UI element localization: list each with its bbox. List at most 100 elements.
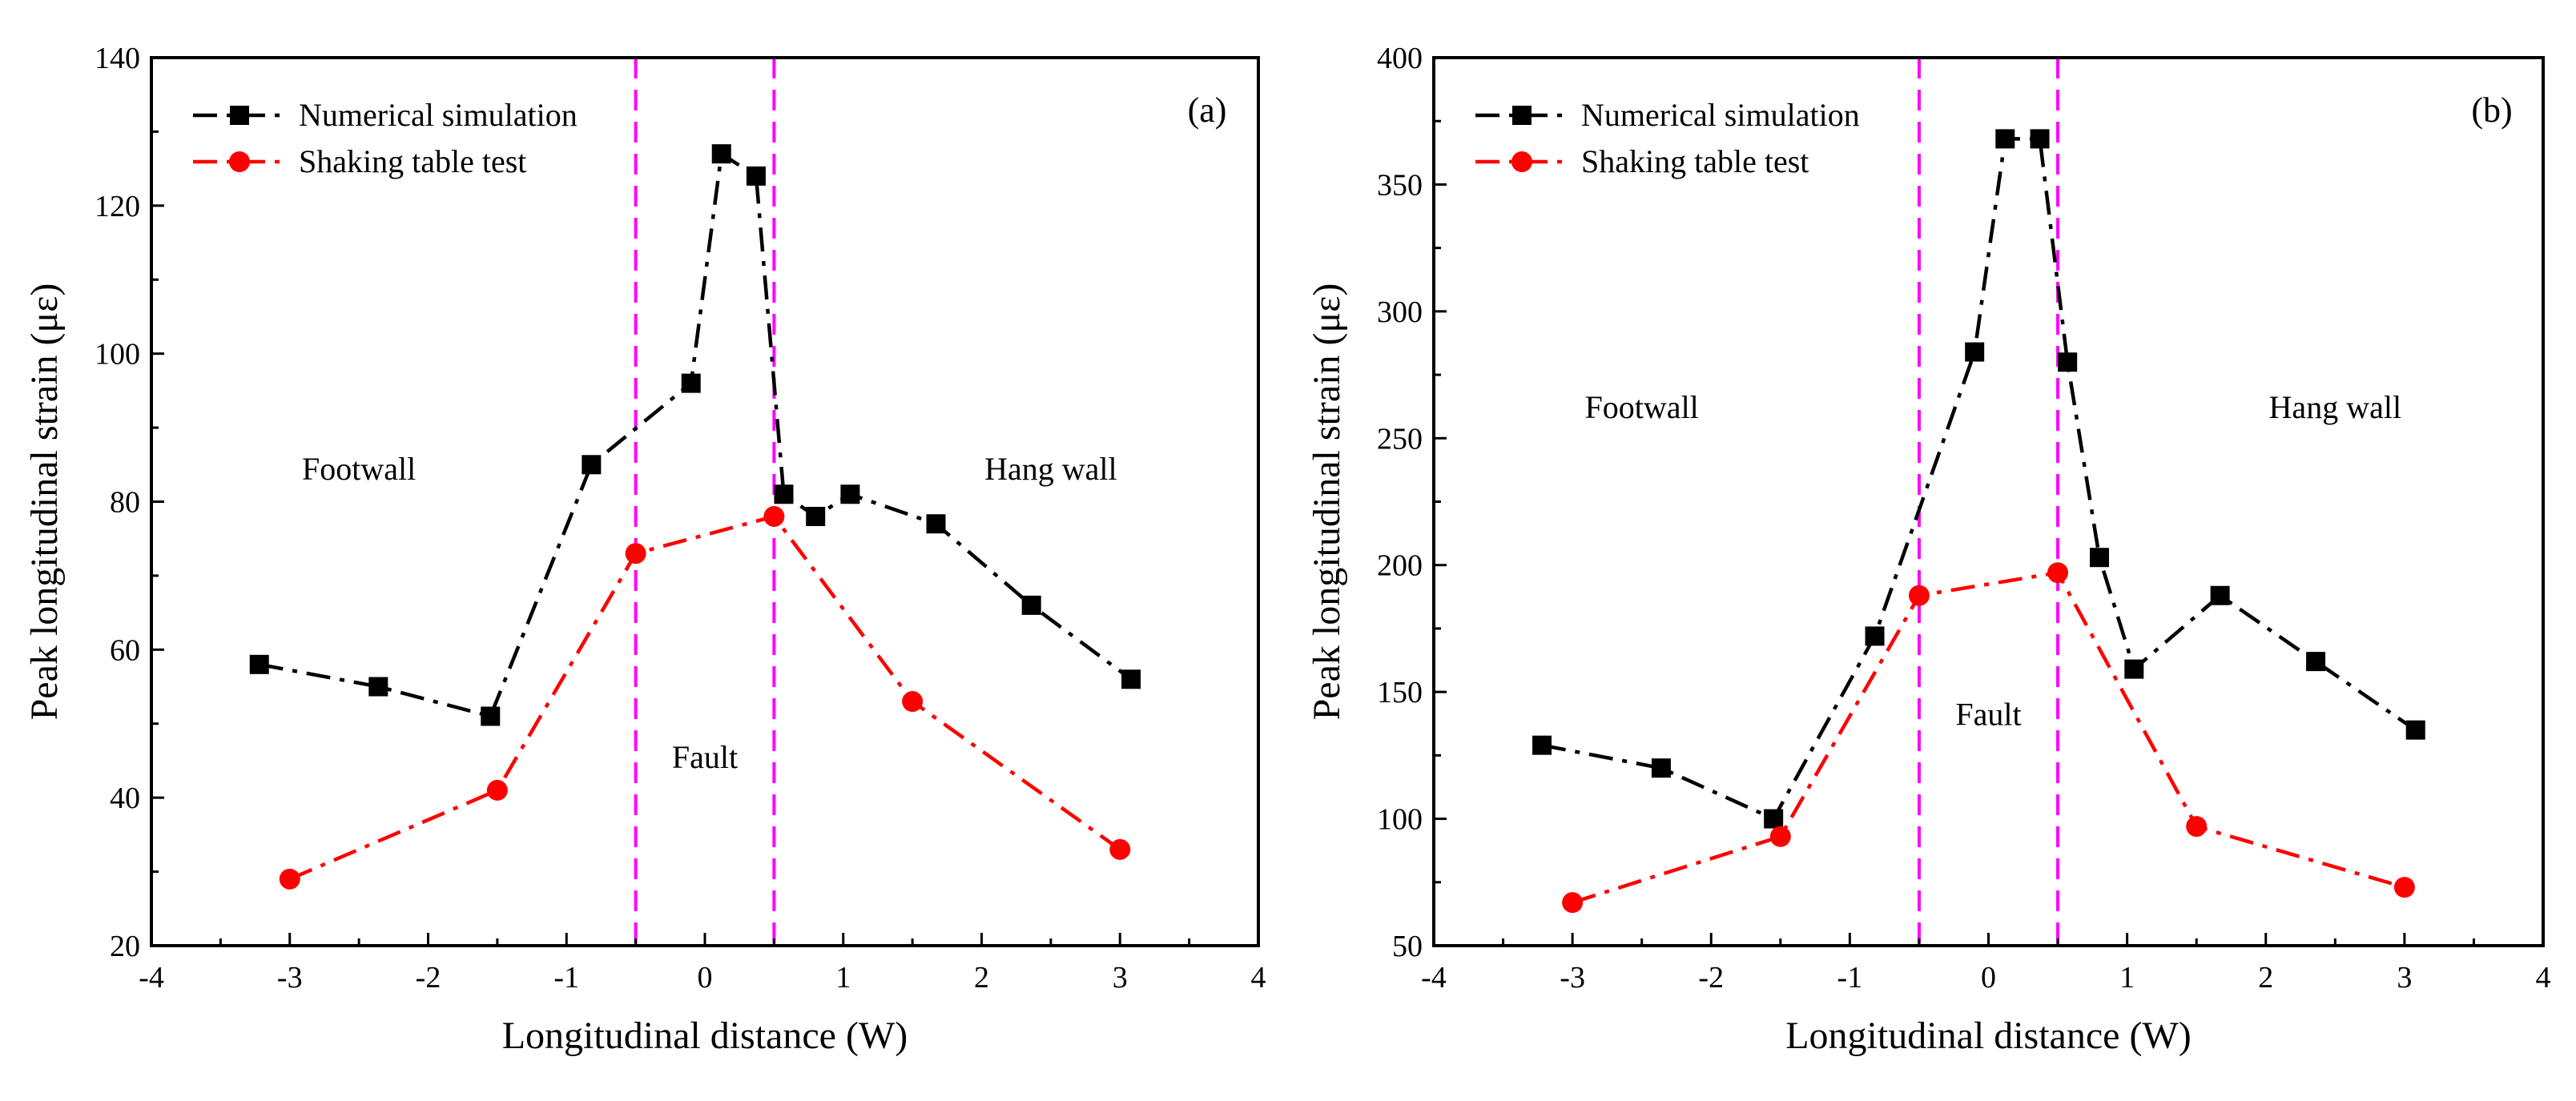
data-point [2405,720,2425,740]
data-point [1908,585,1930,606]
x-tick-label: -3 [1560,961,1585,995]
x-tick-label: 0 [698,961,713,995]
region-label: Footwall [302,451,416,487]
data-point [902,691,924,713]
legend: Numerical simulation Shaking table test [193,97,578,179]
y-tick-label: 150 [1377,676,1423,709]
data-point [2047,562,2069,584]
data-point [1995,129,2015,149]
data-point [1965,342,1985,362]
data-point [1865,626,1885,646]
y-tick-label: 350 [1377,168,1423,202]
legend-marker [229,151,250,172]
y-tick-label: 50 [1392,930,1423,963]
data-point [1764,809,1784,829]
x-axis-label: Longitudinal distance (W) [502,1015,908,1057]
y-tick-label: 300 [1377,295,1423,329]
data-point [1121,669,1141,689]
y-tick-label: 250 [1377,422,1423,456]
region-label: Hang wall [984,451,1117,487]
data-point [1021,595,1041,615]
chart-panel-0: -4 -3 -2 -1 0 1 2 3 4 20 40 60 80 100 120 140 Longitudin… [23,42,1266,1057]
y-axis-label: Peak longitudinal strain (με) [23,283,66,721]
panel-label: (b) [2471,90,2512,130]
data-point [1769,826,1791,847]
x-tick-label: 3 [2397,961,2412,995]
x-tick-label: -4 [139,961,164,995]
region-label: Hang wall [2269,389,2402,425]
data-point [2186,816,2208,838]
y-tick-label: 80 [110,486,140,520]
region-label: Fault [672,739,738,775]
chart-panel-1: -4 -3 -2 -1 0 1 2 3 4 50 100 150 200 250 300 350 400 Long… [1306,42,2551,1057]
panel-label: (a) [1188,90,1227,130]
data-point [279,868,300,890]
y-tick-label: 140 [95,42,140,75]
x-tick-label: 4 [2536,961,2551,995]
data-point [2393,877,2415,898]
data-point [2030,129,2050,149]
data-point [2124,659,2144,679]
y-tick-label: 40 [110,782,140,815]
data-point [582,455,602,475]
data-point [2306,652,2326,672]
x-tick-label: -3 [277,961,303,995]
y-axis-label: Peak longitudinal strain (με) [1306,283,1348,721]
series-line-1 [288,514,1121,881]
y-tick-label: 60 [110,633,140,667]
x-tick-label: -1 [553,961,579,995]
data-point [926,514,946,534]
data-point [746,166,766,186]
x-tick-label: -1 [1837,961,1863,995]
data-point [774,484,794,504]
data-point [2090,548,2109,568]
x-axis-label: Longitudinal distance (W) [1785,1015,2192,1057]
x-tick-label: -2 [1698,961,1724,995]
region-label: Fault [1955,696,2021,732]
x-tick-label: 2 [974,961,989,995]
data-point [681,373,701,393]
data-point [1109,838,1131,860]
x-tick-label: 3 [1113,961,1128,995]
data-point [481,706,501,726]
y-tick-label: 20 [110,930,140,963]
data-point [2058,352,2078,372]
legend-marker [1512,106,1532,125]
data-point [763,505,785,527]
data-point [711,144,731,164]
legend-label: Numerical simulation [299,97,578,133]
legend-label: Shaking table test [1581,143,1809,179]
plot-frame [1432,56,2545,947]
x-tick-label: 2 [2258,961,2273,995]
y-tick-label: 200 [1377,549,1423,583]
x-tick-label: 0 [1981,961,1996,995]
data-point [840,484,860,504]
data-point [625,543,646,565]
legend-label: Numerical simulation [1581,97,1860,133]
data-point [1651,758,1671,778]
data-point [249,654,269,674]
series-line-0 [259,151,1133,719]
x-tick-label: -4 [1421,961,1447,995]
y-tick-label: 400 [1377,42,1423,75]
x-tick-label: 1 [2119,961,2135,995]
data-point [806,506,826,526]
data-point [1562,892,1584,914]
legend: Numerical simulation Shaking table test [1475,97,1860,179]
data-point [1532,735,1552,755]
legend-marker [230,106,249,125]
y-tick-label: 100 [1377,803,1423,837]
data-point [2210,585,2230,605]
plot-frame [150,56,1260,947]
legend-label: Shaking table test [299,143,526,179]
data-point [486,779,508,801]
series-line-1 [1572,570,2405,905]
legend-marker [1511,151,1532,172]
x-tick-label: 4 [1251,961,1266,995]
x-tick-label: 1 [835,961,851,995]
y-tick-label: 100 [95,338,140,372]
data-point [368,677,388,697]
x-tick-label: -2 [416,961,441,995]
region-label: Footwall [1585,389,1699,425]
